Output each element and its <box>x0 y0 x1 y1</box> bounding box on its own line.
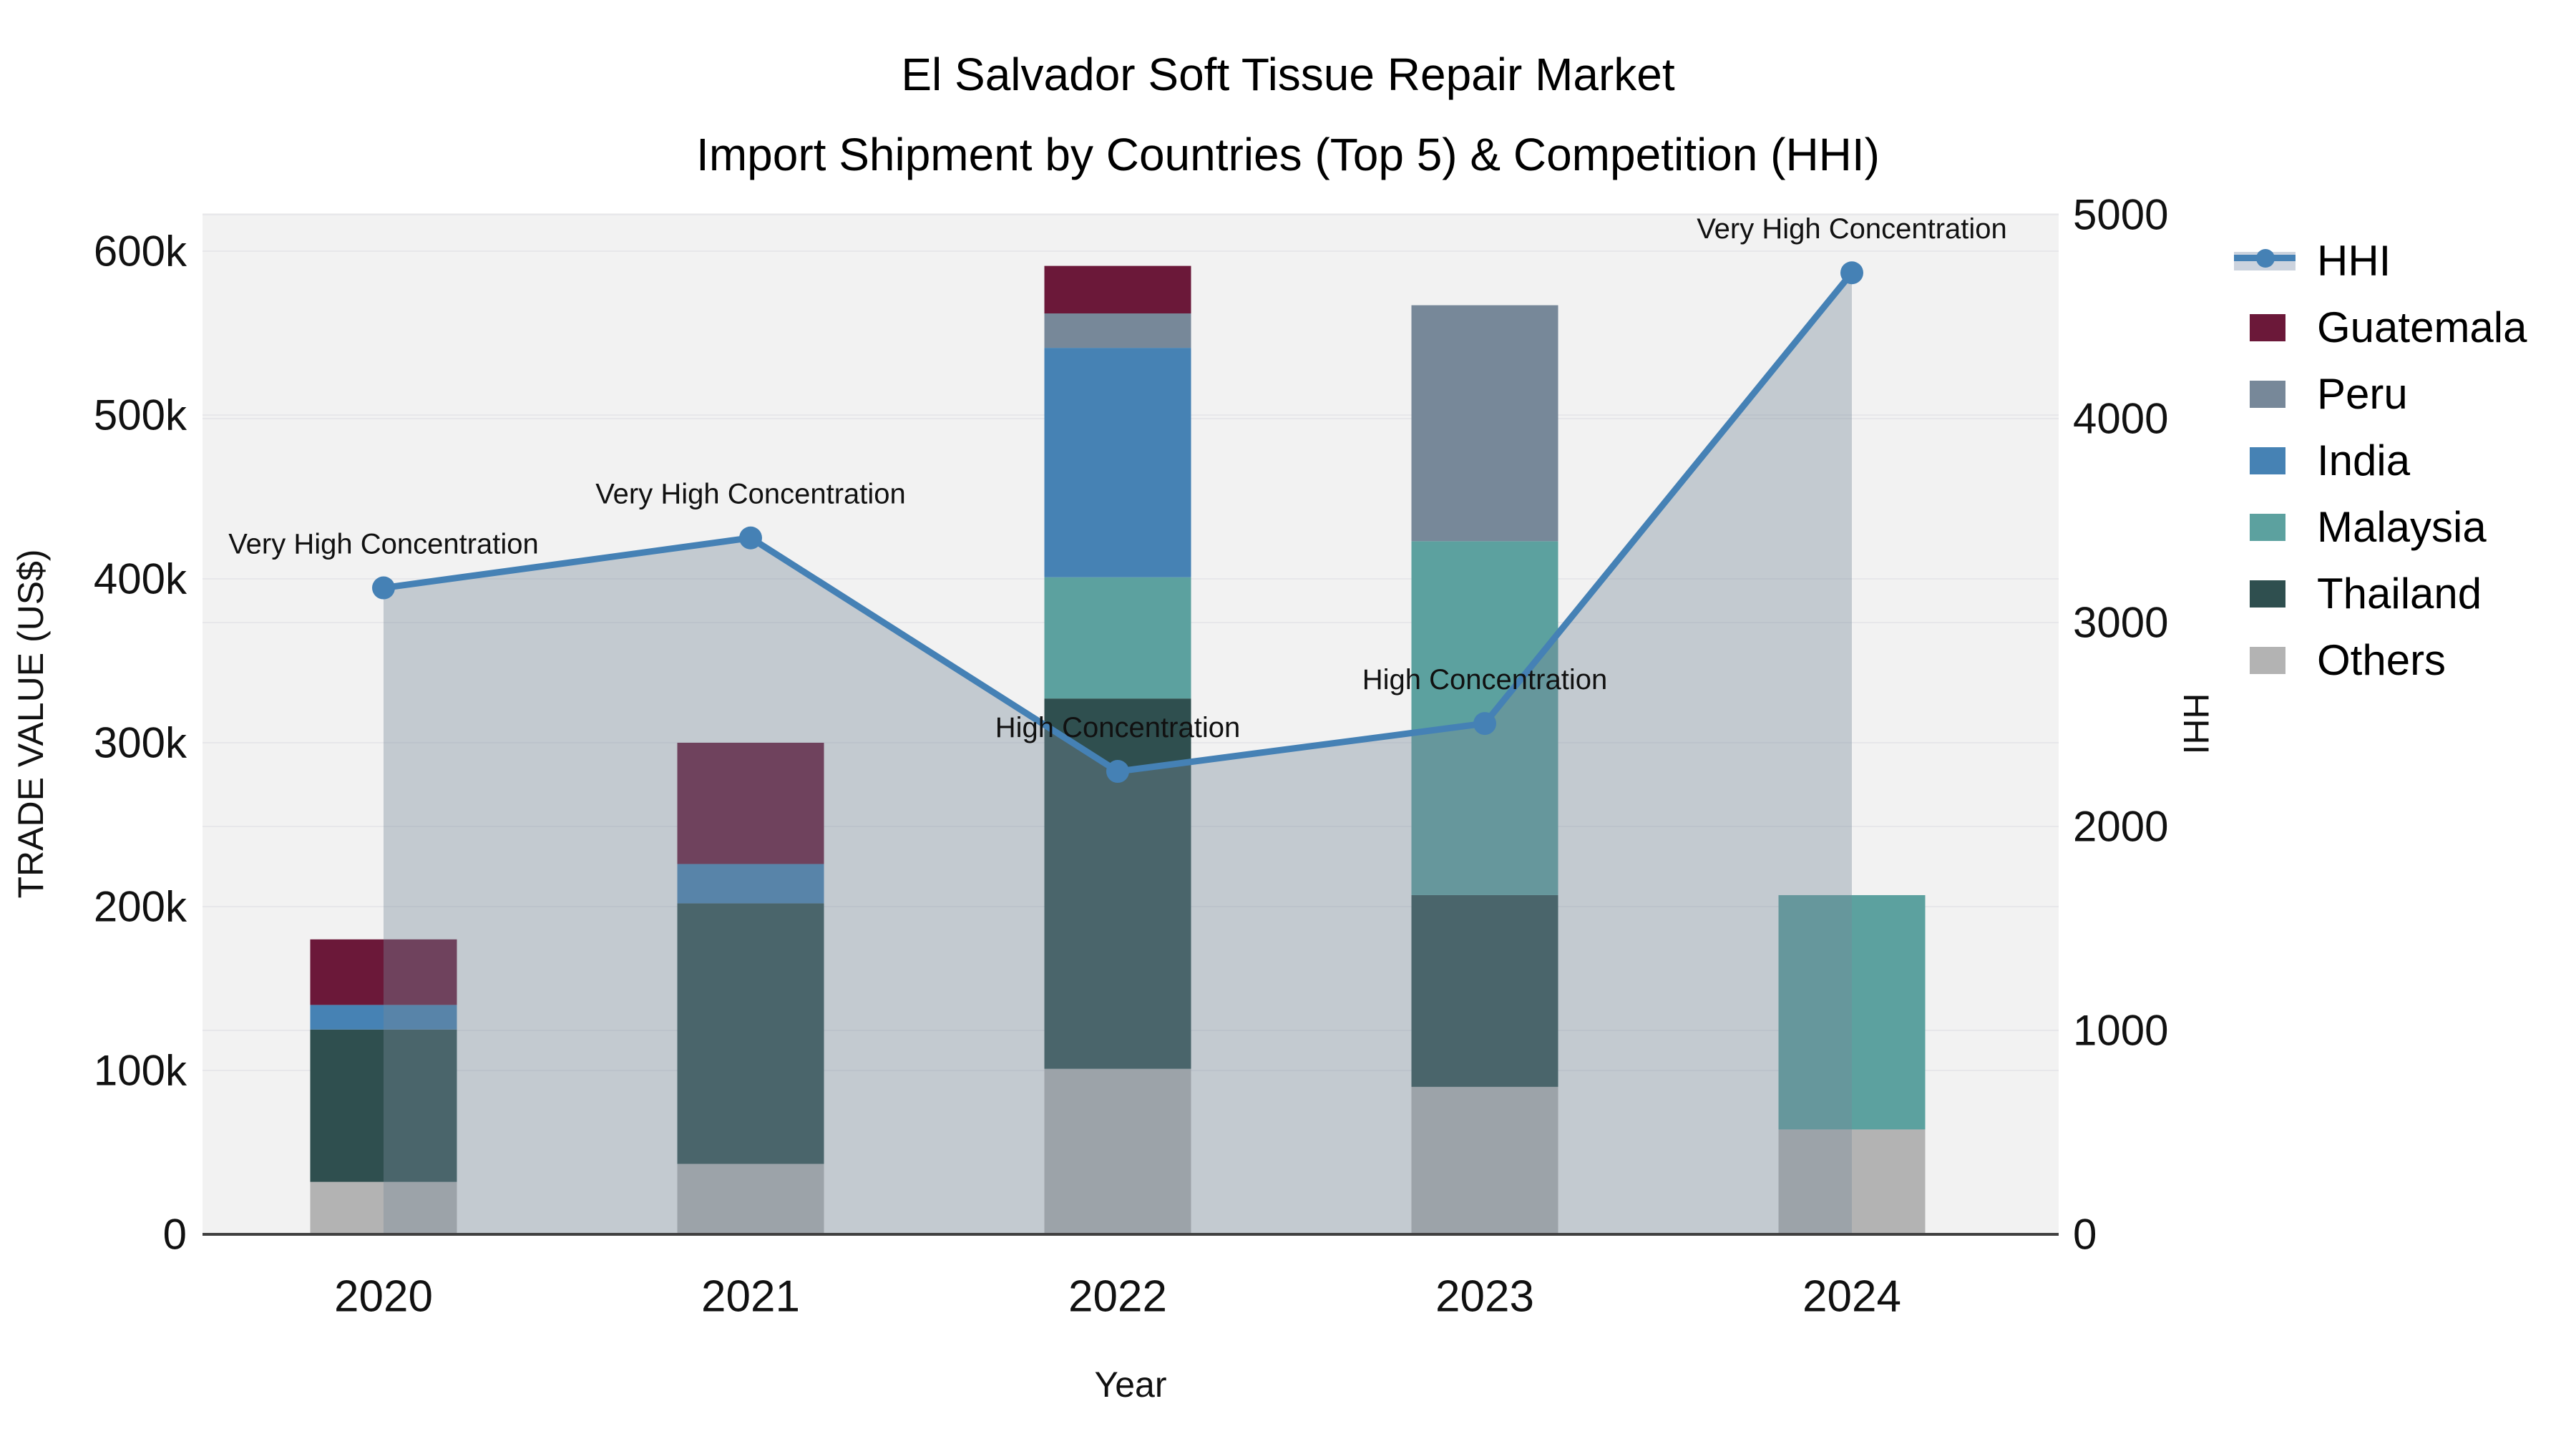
legend-label: Guatemala <box>2317 303 2527 351</box>
bar-segment-peru-2023 <box>1411 305 1558 542</box>
y-left-tick-200k: 200k <box>94 883 187 931</box>
color-swatch-icon <box>2250 580 2285 608</box>
chart-title-line1: El Salvador Soft Tissue Repair Market <box>901 49 1675 100</box>
legend-item-malaysia[interactable]: Malaysia <box>2231 494 2527 560</box>
y-left-axis-title: TRADE VALUE (US$) <box>11 549 51 898</box>
bar-segment-peru-2022 <box>1044 313 1191 348</box>
x-tick-2021: 2021 <box>701 1272 800 1322</box>
bar-segment-others-2024 <box>1778 1129 1926 1234</box>
legend-label: Thailand <box>2317 570 2482 618</box>
color-swatch-icon <box>2250 380 2285 408</box>
legend-swatch-cell <box>2231 513 2306 541</box>
y-left-tick-500k: 500k <box>94 391 187 439</box>
legend-item-peru[interactable]: Peru <box>2231 361 2527 427</box>
legend-swatch-cell <box>2231 248 2306 270</box>
annotation-2021: Very High Concentration <box>595 479 906 510</box>
hhi-marker-2021 <box>739 526 762 550</box>
chart-title-line2: Import Shipment by Countries (Top 5) & C… <box>696 129 1880 180</box>
legend-swatch-cell <box>2231 646 2306 674</box>
legend-swatch-cell <box>2231 580 2306 608</box>
legend-swatch-cell <box>2231 313 2306 341</box>
legend-item-india[interactable]: India <box>2231 427 2527 494</box>
legend-item-hhi[interactable]: HHI <box>2231 228 2527 294</box>
bar-segment-others-2021 <box>677 1163 824 1234</box>
bar-segment-malaysia-2022 <box>1044 577 1191 699</box>
color-swatch-icon <box>2250 447 2285 474</box>
bar-segment-others-2022 <box>1044 1068 1191 1234</box>
hhi-marker-2020 <box>372 576 395 600</box>
annotation-2024: Very High Concentration <box>1697 213 2007 245</box>
hhi-marker-glyph <box>2256 248 2275 268</box>
y-left-tick-300k: 300k <box>94 719 187 767</box>
bar-segment-malaysia-2024 <box>1778 894 1926 1130</box>
color-swatch-icon <box>2250 646 2285 674</box>
legend: HHI Guatemala Peru India Malaysia Thailand Oth… <box>2231 228 2527 693</box>
y-left-tick-100k: 100k <box>94 1047 187 1095</box>
legend-item-guatemala[interactable]: Guatemala <box>2231 294 2527 361</box>
x-tick-2023: 2023 <box>1435 1272 1534 1322</box>
chart-title: El Salvador Soft Tissue Repair Market Im… <box>0 34 2576 195</box>
bar-segment-others-2023 <box>1411 1086 1558 1234</box>
legend-label: Peru <box>2317 370 2408 418</box>
legend-item-thailand[interactable]: Thailand <box>2231 560 2527 627</box>
y-right-tick-1000: 1000 <box>2073 1007 2168 1055</box>
x-tick-2020: 2020 <box>334 1272 433 1322</box>
color-swatch-icon <box>2250 313 2285 341</box>
bar-segment-india-2020 <box>310 1005 457 1030</box>
bar-segment-thailand-2023 <box>1411 894 1558 1087</box>
y-right-axis-title: HHI <box>2176 693 2216 754</box>
legend-label: Malaysia <box>2317 503 2487 551</box>
legend-item-others[interactable]: Others <box>2231 627 2527 693</box>
hhi-area-fill <box>384 273 1852 1235</box>
annotation-2020: Very High Concentration <box>228 529 539 560</box>
bar-segment-guatemala-2022 <box>1044 265 1191 314</box>
hhi-marker-2023 <box>1473 712 1496 736</box>
hhi-marker-2024 <box>1840 261 1863 285</box>
annotation-2023: High Concentration <box>1362 664 1607 696</box>
legend-label: Others <box>2317 636 2446 684</box>
y-right-tick-5000: 5000 <box>2073 191 2168 239</box>
bar-segment-guatemala-2021 <box>677 743 824 864</box>
x-axis-title: Year <box>1094 1365 1166 1405</box>
y-left-tick-0: 0 <box>163 1211 187 1259</box>
bar-segment-thailand-2020 <box>310 1029 457 1182</box>
legend-swatch-cell <box>2231 380 2306 408</box>
y-right-tick-0: 0 <box>2073 1211 2097 1259</box>
bar-segment-india-2022 <box>1044 348 1191 577</box>
y-right-tick-3000: 3000 <box>2073 599 2168 647</box>
legend-swatch-cell <box>2231 447 2306 474</box>
bar-segment-thailand-2021 <box>677 903 824 1164</box>
x-tick-2022: 2022 <box>1068 1272 1167 1322</box>
y-left-tick-600k: 600k <box>94 228 187 275</box>
y-right-tick-2000: 2000 <box>2073 803 2168 851</box>
hhi-line-swatch-icon <box>2234 248 2296 270</box>
bar-segment-india-2021 <box>677 864 824 904</box>
bar-segment-guatemala-2020 <box>310 939 457 1005</box>
bar-segment-others-2020 <box>310 1181 457 1234</box>
legend-label: HHI <box>2317 237 2391 285</box>
legend-label: India <box>2317 436 2411 484</box>
color-swatch-icon <box>2250 513 2285 541</box>
y-left-tick-400k: 400k <box>94 555 187 603</box>
hhi-marker-2022 <box>1106 760 1129 784</box>
annotation-2022: High Concentration <box>995 712 1240 743</box>
x-tick-2024: 2024 <box>1802 1272 1901 1322</box>
y-right-tick-4000: 4000 <box>2073 395 2168 443</box>
